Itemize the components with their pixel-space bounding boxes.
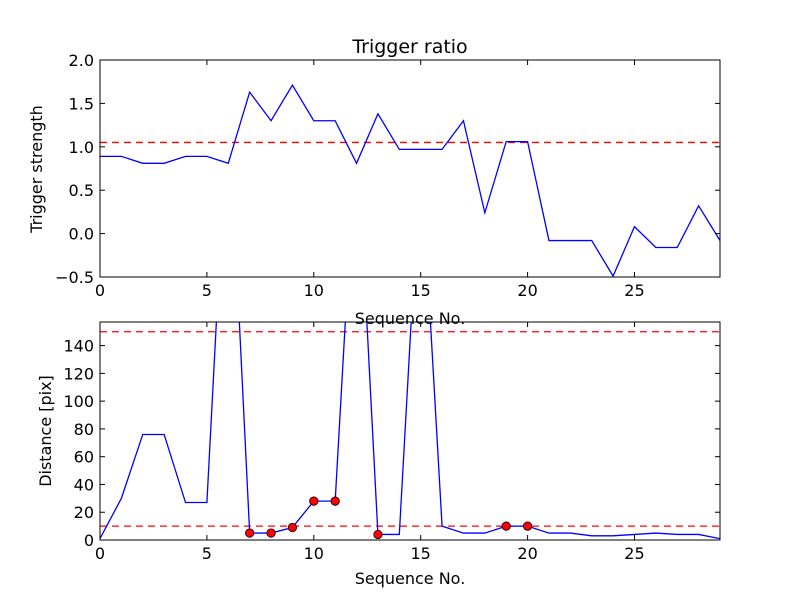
data-marker [522,521,533,531]
bottom-plot-area: 0 5 10 15 20 25 0 20 40 60 80 100 120 140 [63,321,721,563]
top-x-axis-label: Sequence No. [355,309,466,328]
y-tick-label: 140 [63,337,94,356]
plot-content-1 [100,322,720,540]
y-tick-label: 100 [63,392,94,411]
bottom-subplot: 0 5 10 15 20 25 0 20 40 60 80 100 120 140 Sequence No… [36,321,721,588]
top-plot-area: 0 5 10 15 20 25 −0.5 0.0 0.5 1.0 1.5 2.0 [55,51,721,300]
y-tick-label: 1.0 [69,138,94,157]
x-tick-label: 0 [95,281,105,300]
x-tick-label: 20 [517,544,537,563]
y-tick-label: 40 [74,475,94,494]
y-tick-label: 60 [74,448,94,467]
series-line-0 [100,83,720,277]
series-line-0 [100,322,720,540]
data-marker [501,521,511,531]
data-marker [330,496,340,506]
data-marker [287,522,298,533]
top-y-axis-label: Trigger strength [27,105,46,234]
y-tick-label: 2.0 [69,51,94,70]
y-tick-label: 80 [74,420,94,439]
y-tick-label: 0.5 [69,181,94,200]
bottom-y-axis-label: Distance [pix] [36,375,55,487]
x-tick-label: 25 [624,544,644,563]
x-tick-label: 15 [411,281,431,300]
x-tick-label: 20 [517,281,537,300]
y-tick-label: 120 [63,364,94,383]
data-marker [373,529,383,540]
x-tick-label: 25 [624,281,644,300]
x-tick-label: 10 [304,544,324,563]
y-tick-label: 0.0 [69,225,94,244]
top-subplot: Trigger ratio 0 5 10 15 20 25 −0.5 0.0 0.5 1.0 1.5… [27,36,721,328]
bottom-x-axis-label: Sequence No. [355,569,466,588]
y-tick-label: −0.5 [55,268,94,287]
x-tick-label: 10 [304,281,324,300]
axes-frame-0 [99,59,721,278]
x-tick-label: 5 [202,544,212,563]
data-marker [309,496,319,506]
data-marker [266,528,276,538]
x-tick-label: 5 [202,281,212,300]
x-tick-label: 0 [95,544,105,563]
y-tick-label: 0 [84,531,94,550]
top-chart-title: Trigger ratio [351,36,467,58]
y-tick-label: 20 [74,503,94,522]
plot-content-0 [100,83,720,277]
x-tick-label: 15 [411,544,431,563]
y-tick-label: 1.5 [69,94,94,113]
data-marker [245,528,255,538]
axes-frame-1 [99,321,721,541]
